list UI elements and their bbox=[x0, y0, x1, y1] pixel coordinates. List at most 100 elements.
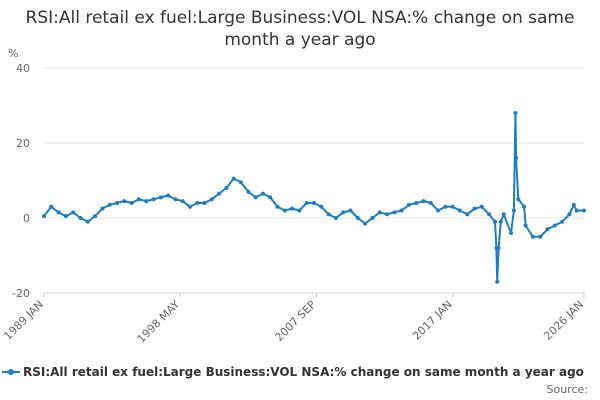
data-point[interactable] bbox=[552, 223, 557, 228]
data-point[interactable] bbox=[122, 199, 127, 204]
legend-swatch bbox=[2, 367, 20, 377]
data-point[interactable] bbox=[392, 210, 397, 215]
data-point[interactable] bbox=[509, 231, 513, 235]
data-point[interactable] bbox=[421, 199, 426, 204]
data-point[interactable] bbox=[158, 195, 163, 200]
data-point[interactable] bbox=[487, 212, 492, 217]
data-point[interactable] bbox=[493, 219, 497, 224]
y-tick-label: 20 bbox=[16, 137, 30, 150]
data-point[interactable] bbox=[436, 208, 441, 213]
data-point[interactable] bbox=[209, 197, 214, 202]
data-point[interactable] bbox=[42, 214, 46, 219]
data-point[interactable] bbox=[268, 195, 273, 200]
data-point[interactable] bbox=[522, 204, 527, 209]
y-axis-ticks: -20 0 20 40 bbox=[12, 62, 30, 300]
data-point[interactable] bbox=[498, 219, 503, 224]
data-point[interactable] bbox=[567, 212, 572, 217]
data-point[interactable] bbox=[457, 208, 462, 213]
data-point[interactable] bbox=[406, 202, 411, 207]
data-point[interactable] bbox=[144, 199, 149, 204]
data-point[interactable] bbox=[501, 212, 506, 217]
data-point[interactable] bbox=[479, 204, 484, 209]
data-point[interactable] bbox=[224, 186, 229, 190]
data-point[interactable] bbox=[511, 208, 516, 213]
data-point[interactable] bbox=[217, 191, 222, 196]
data-point[interactable] bbox=[173, 197, 178, 202]
data-point[interactable] bbox=[290, 206, 295, 211]
x-tick-label: 1998 MAY bbox=[135, 298, 183, 346]
data-point[interactable] bbox=[260, 191, 265, 196]
source-credit: Source: bbox=[546, 383, 589, 396]
data-point[interactable] bbox=[187, 204, 192, 209]
data-point[interactable] bbox=[399, 208, 404, 213]
data-point[interactable] bbox=[239, 180, 243, 185]
data-point[interactable] bbox=[571, 202, 576, 207]
data-point[interactable] bbox=[151, 197, 156, 202]
x-tick-label: 1989 JAN bbox=[1, 298, 46, 343]
data-point[interactable] bbox=[93, 214, 98, 219]
data-point[interactable] bbox=[545, 227, 550, 232]
x-tick-label: 2026 JAN bbox=[541, 298, 586, 343]
data-point[interactable] bbox=[202, 201, 207, 205]
data-point[interactable] bbox=[363, 221, 368, 226]
y-tick-label: 40 bbox=[16, 62, 30, 75]
data-point[interactable] bbox=[275, 204, 280, 209]
data-point[interactable] bbox=[465, 212, 470, 217]
data-point[interactable] bbox=[107, 202, 112, 207]
data-point[interactable] bbox=[514, 156, 519, 160]
data-point[interactable] bbox=[63, 214, 68, 219]
legend-series-name: RSI:All retail ex fuel:Large Business:VO… bbox=[23, 364, 584, 379]
data-point[interactable] bbox=[49, 204, 54, 209]
data-point[interactable] bbox=[513, 111, 518, 115]
data-point[interactable] bbox=[56, 210, 61, 215]
data-point[interactable] bbox=[523, 223, 528, 228]
data-point[interactable] bbox=[574, 208, 579, 213]
data-point[interactable] bbox=[326, 212, 331, 217]
chart-title: RSI:All retail ex fuel:Large Business:VO… bbox=[25, 8, 575, 50]
x-tick-label: 2017 JAN bbox=[410, 298, 455, 343]
data-point[interactable] bbox=[538, 234, 543, 239]
data-point[interactable] bbox=[370, 216, 375, 220]
data-point[interactable] bbox=[377, 210, 382, 215]
data-point[interactable] bbox=[195, 201, 200, 205]
data-point[interactable] bbox=[231, 176, 236, 181]
data-point[interactable] bbox=[312, 201, 316, 205]
data-point[interactable] bbox=[516, 197, 521, 202]
legend[interactable]: RSI:All retail ex fuel:Large Business:VO… bbox=[2, 364, 600, 382]
data-point[interactable] bbox=[385, 212, 389, 217]
data-point[interactable] bbox=[333, 216, 338, 220]
data-point[interactable] bbox=[530, 234, 535, 239]
data-point[interactable] bbox=[348, 208, 353, 213]
data-point[interactable] bbox=[136, 197, 141, 202]
data-point[interactable] bbox=[450, 204, 455, 209]
data-point[interactable] bbox=[115, 201, 119, 205]
data-point[interactable] bbox=[443, 204, 448, 209]
data-point[interactable] bbox=[319, 204, 324, 209]
data-point[interactable] bbox=[71, 210, 76, 215]
data-point[interactable] bbox=[100, 206, 105, 211]
data-point[interactable] bbox=[582, 208, 586, 213]
data-point[interactable] bbox=[85, 219, 90, 224]
data-point[interactable] bbox=[180, 199, 185, 204]
data-point[interactable] bbox=[495, 279, 500, 284]
data-point[interactable] bbox=[414, 201, 419, 205]
data-point[interactable] bbox=[246, 189, 251, 194]
data-point[interactable] bbox=[304, 201, 309, 205]
data-point[interactable] bbox=[166, 193, 171, 198]
data-point[interactable] bbox=[78, 216, 83, 220]
data-point[interactable] bbox=[253, 195, 258, 200]
series-group bbox=[42, 111, 586, 284]
data-point[interactable] bbox=[355, 216, 360, 220]
data-point[interactable] bbox=[282, 208, 287, 213]
x-tick-label: 2007 SEP bbox=[273, 298, 319, 344]
x-axis-ticks: 1989 JAN 1998 MAY 2007 SEP 2017 JAN 2026 JAN bbox=[1, 293, 586, 346]
data-point[interactable] bbox=[129, 201, 134, 205]
data-point[interactable] bbox=[472, 206, 477, 211]
data-point[interactable] bbox=[560, 219, 565, 224]
data-point[interactable] bbox=[496, 246, 501, 250]
data-point[interactable] bbox=[341, 210, 346, 215]
data-point[interactable] bbox=[428, 201, 433, 205]
y-axis-label: % bbox=[8, 47, 18, 60]
gridlines bbox=[44, 67, 584, 219]
data-point[interactable] bbox=[297, 208, 302, 213]
